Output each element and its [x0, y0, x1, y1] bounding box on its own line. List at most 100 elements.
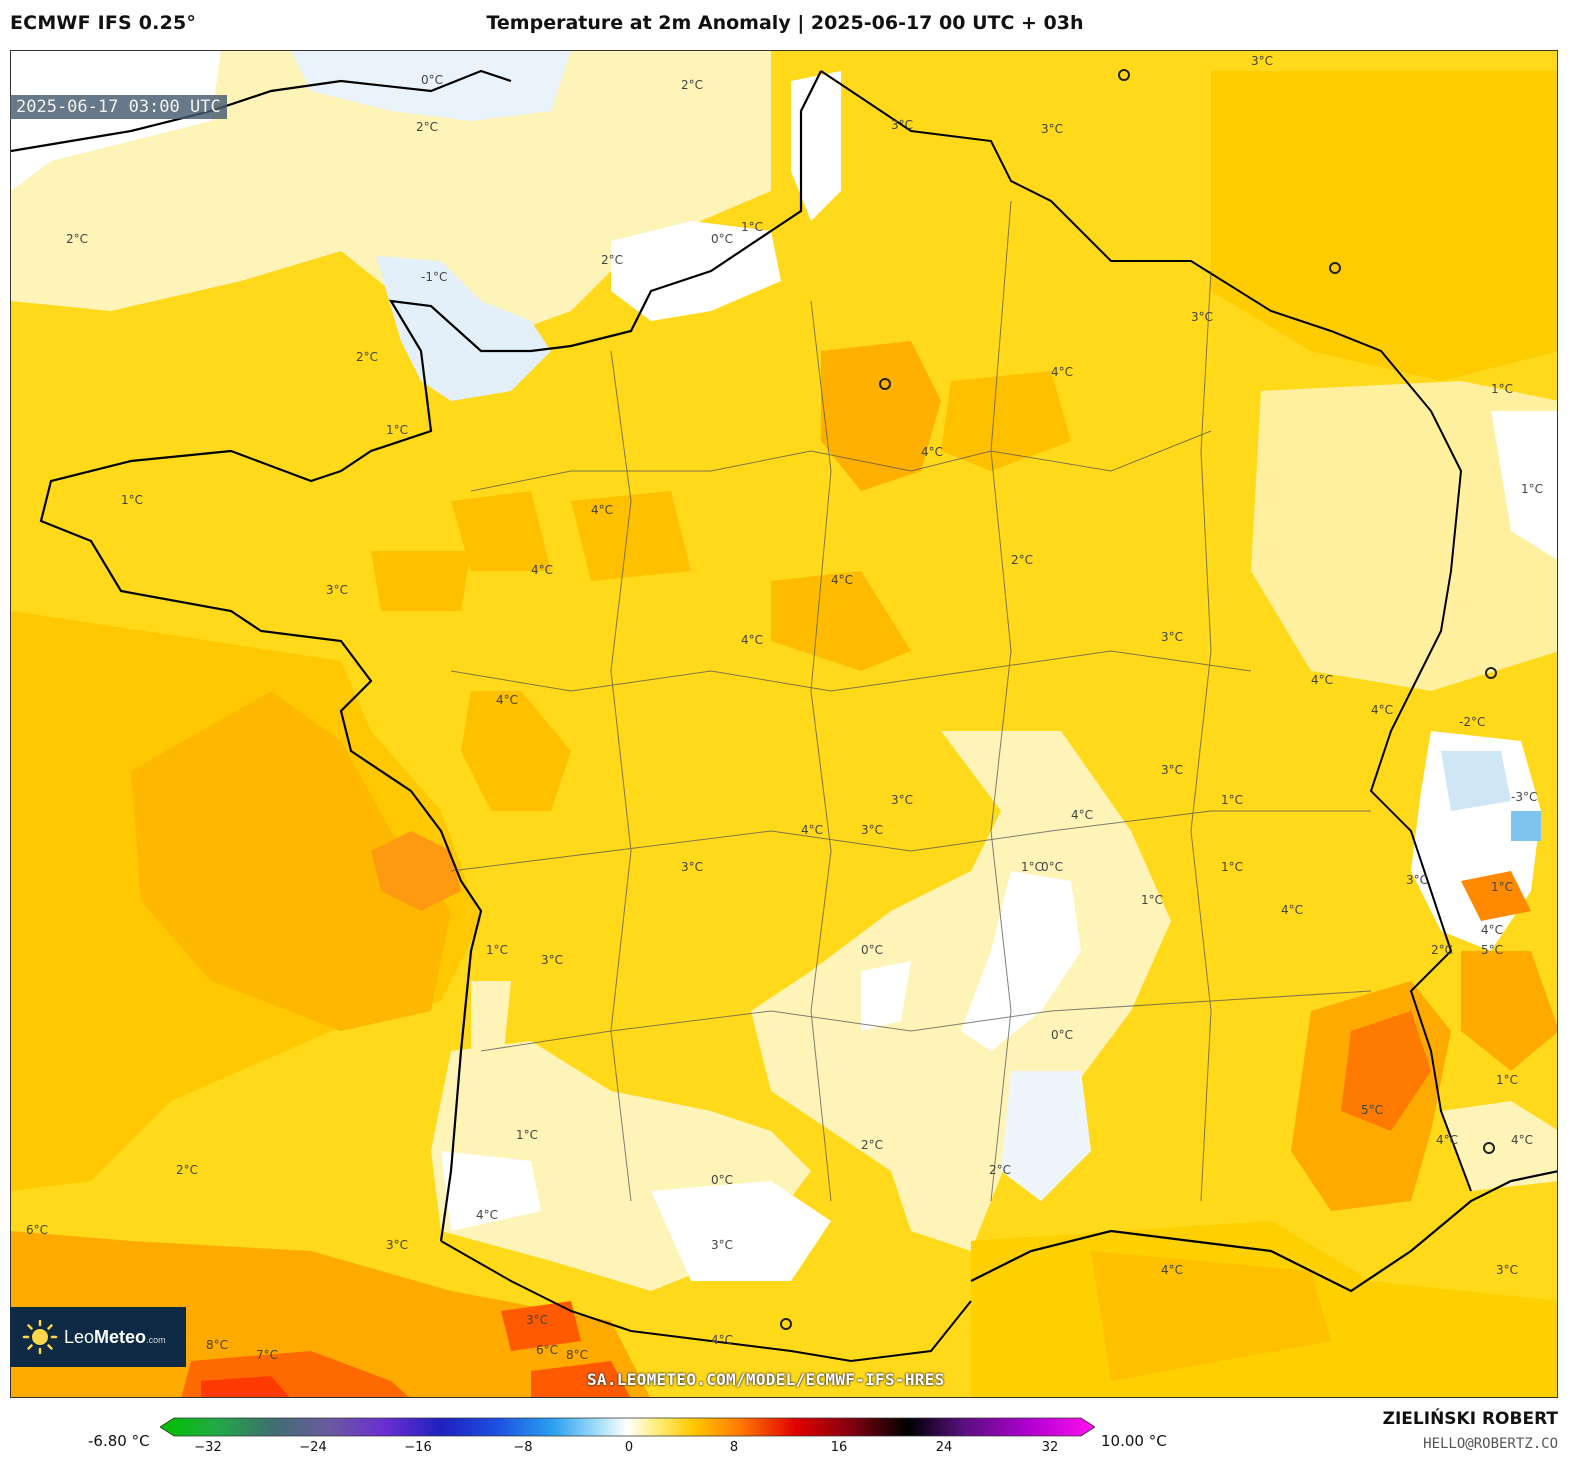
anomaly-field-8-spain [201, 1376, 290, 1397]
anomaly-field-0-cevennes [1001, 1071, 1091, 1201]
contour-label: 3°C [1251, 54, 1273, 68]
colorbar-tick: −24 [299, 1440, 327, 1455]
anomaly-field-4-5 [131, 691, 451, 1031]
contour-label: 0°C [711, 1173, 733, 1187]
anomaly-field-0-massif [961, 871, 1081, 1051]
contour-label: 4°C [1311, 673, 1333, 687]
source-url-watermark[interactable]: SA.LEOMETEO.COM/MODEL/ECMWF-IFS-HRES [587, 1370, 945, 1389]
colorbar-tick: 0 [624, 1440, 634, 1455]
colorbar-tick: −32 [194, 1440, 222, 1455]
contour-label: 4°C [1281, 903, 1303, 917]
contour-label: 4°C [476, 1208, 498, 1222]
contour-label: 4°C [591, 503, 613, 517]
anomaly-field-4-brittany [371, 551, 471, 611]
city-marker-brussels [1118, 69, 1130, 81]
contour-label: 1°C [741, 220, 763, 234]
contour-label: 2°C [1011, 553, 1033, 567]
contour-label: 1°C [1491, 880, 1513, 894]
contour-label: 3°C [1496, 1263, 1518, 1277]
region-borders [450, 200, 1372, 1202]
contour-label: 1°C [386, 423, 408, 437]
contour-label: 2°C [176, 1163, 198, 1177]
contour-label: 3°C [541, 953, 563, 967]
border-pyrenees [440, 1240, 972, 1363]
anomaly-field-5 [371, 831, 461, 911]
colorbar-tick: 8 [729, 1440, 739, 1455]
anomaly-field-4-west [451, 491, 551, 571]
contour-label: 4°C [1511, 1133, 1533, 1147]
contour-label: 4°C [1161, 1263, 1183, 1277]
contour-label: 2°C [416, 120, 438, 134]
colorbar-tick: 24 [935, 1440, 953, 1455]
contour-label: -3°C [1511, 790, 1537, 804]
anomaly-field-1-gironde [471, 981, 511, 1081]
contour-label: 4°C [921, 445, 943, 459]
contour-label: 4°C [831, 573, 853, 587]
contour-labels: 2°C 2°C 0°C 1°C -1°C 2°C 3°C 3°C 3°C 3°C… [26, 54, 1543, 1362]
colorbar-min-label: -6.80 °C [88, 1432, 150, 1450]
contour-label: 0°C [421, 73, 443, 87]
anomaly-field-1-east [1251, 381, 1557, 691]
anomaly-field-0-east [1491, 411, 1557, 560]
coastline-uk [11, 69, 512, 153]
contour-label: 2°C [861, 1138, 883, 1152]
contour-label: 2°C [681, 78, 703, 92]
anomaly-field-neg-alps [1441, 751, 1511, 811]
anomaly-field-ne [1211, 71, 1557, 381]
colorbar-max-label: 10.00 °C [1101, 1432, 1167, 1450]
contour-label: 3°C [891, 118, 913, 132]
contour-label: 3°C [681, 860, 703, 874]
coastline-atlantic [39, 449, 483, 1242]
logo-text: LeoMeteo.com [64, 1327, 166, 1348]
contour-label: 4°C [1371, 703, 1393, 717]
anomaly-field-0-uk [11, 51, 221, 191]
sun-icon [22, 1319, 58, 1355]
contour-label: 1°C [1521, 482, 1543, 496]
anomaly-field-6-provence [1341, 1011, 1431, 1131]
colorbar [160, 1417, 1095, 1437]
contour-label: 3°C [1161, 763, 1183, 777]
contour-label: -2°C [1459, 715, 1485, 729]
contour-label: -1°C [421, 270, 447, 284]
contour-label: 3°C [526, 1313, 548, 1327]
contour-label: 0°C [1051, 1028, 1073, 1042]
contour-label: 2°C [1431, 943, 1453, 957]
border-east [820, 70, 1472, 1192]
city-marker-paris [879, 378, 891, 390]
anomaly-field-7-pyrenees [501, 1301, 581, 1351]
city-marker-nice [1483, 1142, 1495, 1154]
author-credit: ZIELIŃSKI ROBERT [1382, 1409, 1558, 1429]
contour-label: 3°C [1406, 873, 1428, 887]
contour-label: 4°C [801, 823, 823, 837]
contour-label: 4°C [1071, 808, 1093, 822]
author-email[interactable]: HELLO@ROBERTZ.CO [1423, 1436, 1558, 1452]
map-panel[interactable]: 2°C 2°C 0°C 1°C -1°C 2°C 3°C 3°C 3°C 3°C… [10, 50, 1558, 1398]
contour-label: 2°C [989, 1163, 1011, 1177]
colorbar-tick: 16 [830, 1440, 848, 1455]
contour-label: 3°C [711, 1238, 733, 1252]
contour-label: 3°C [1041, 122, 1063, 136]
contour-label: 0°C [711, 232, 733, 246]
logo-bold: Meteo [94, 1326, 147, 1347]
city-marker-andorra [780, 1318, 792, 1330]
contour-label: 4°C [531, 563, 553, 577]
contour-label: 8°C [566, 1348, 588, 1362]
anomaly-field-4-med [1091, 1251, 1331, 1381]
anomaly-field-1-nice [1441, 1101, 1557, 1191]
coastline-mediterranean [970, 1170, 1557, 1293]
contour-label: 1°C [1221, 793, 1243, 807]
anomaly-field-4-poitou [461, 691, 571, 811]
contour-label: 4°C [1436, 1133, 1458, 1147]
colorbar-tick: −8 [513, 1440, 533, 1455]
colorbar-tick: −16 [404, 1440, 432, 1455]
anomaly-field-0-uk2 [291, 51, 571, 121]
contour-label: 4°C [711, 1333, 733, 1347]
contour-label: 3°C [386, 1238, 408, 1252]
colorbar-tick: 32 [1041, 1440, 1059, 1455]
anomaly-field-0-north [791, 71, 841, 221]
contour-label: 3°C [891, 793, 913, 807]
contour-label: 1°C [121, 493, 143, 507]
contour-label: 0°C [1041, 860, 1063, 874]
coastline-channel [340, 70, 822, 472]
leometeo-logo[interactable]: LeoMeteo.com [10, 1307, 186, 1367]
